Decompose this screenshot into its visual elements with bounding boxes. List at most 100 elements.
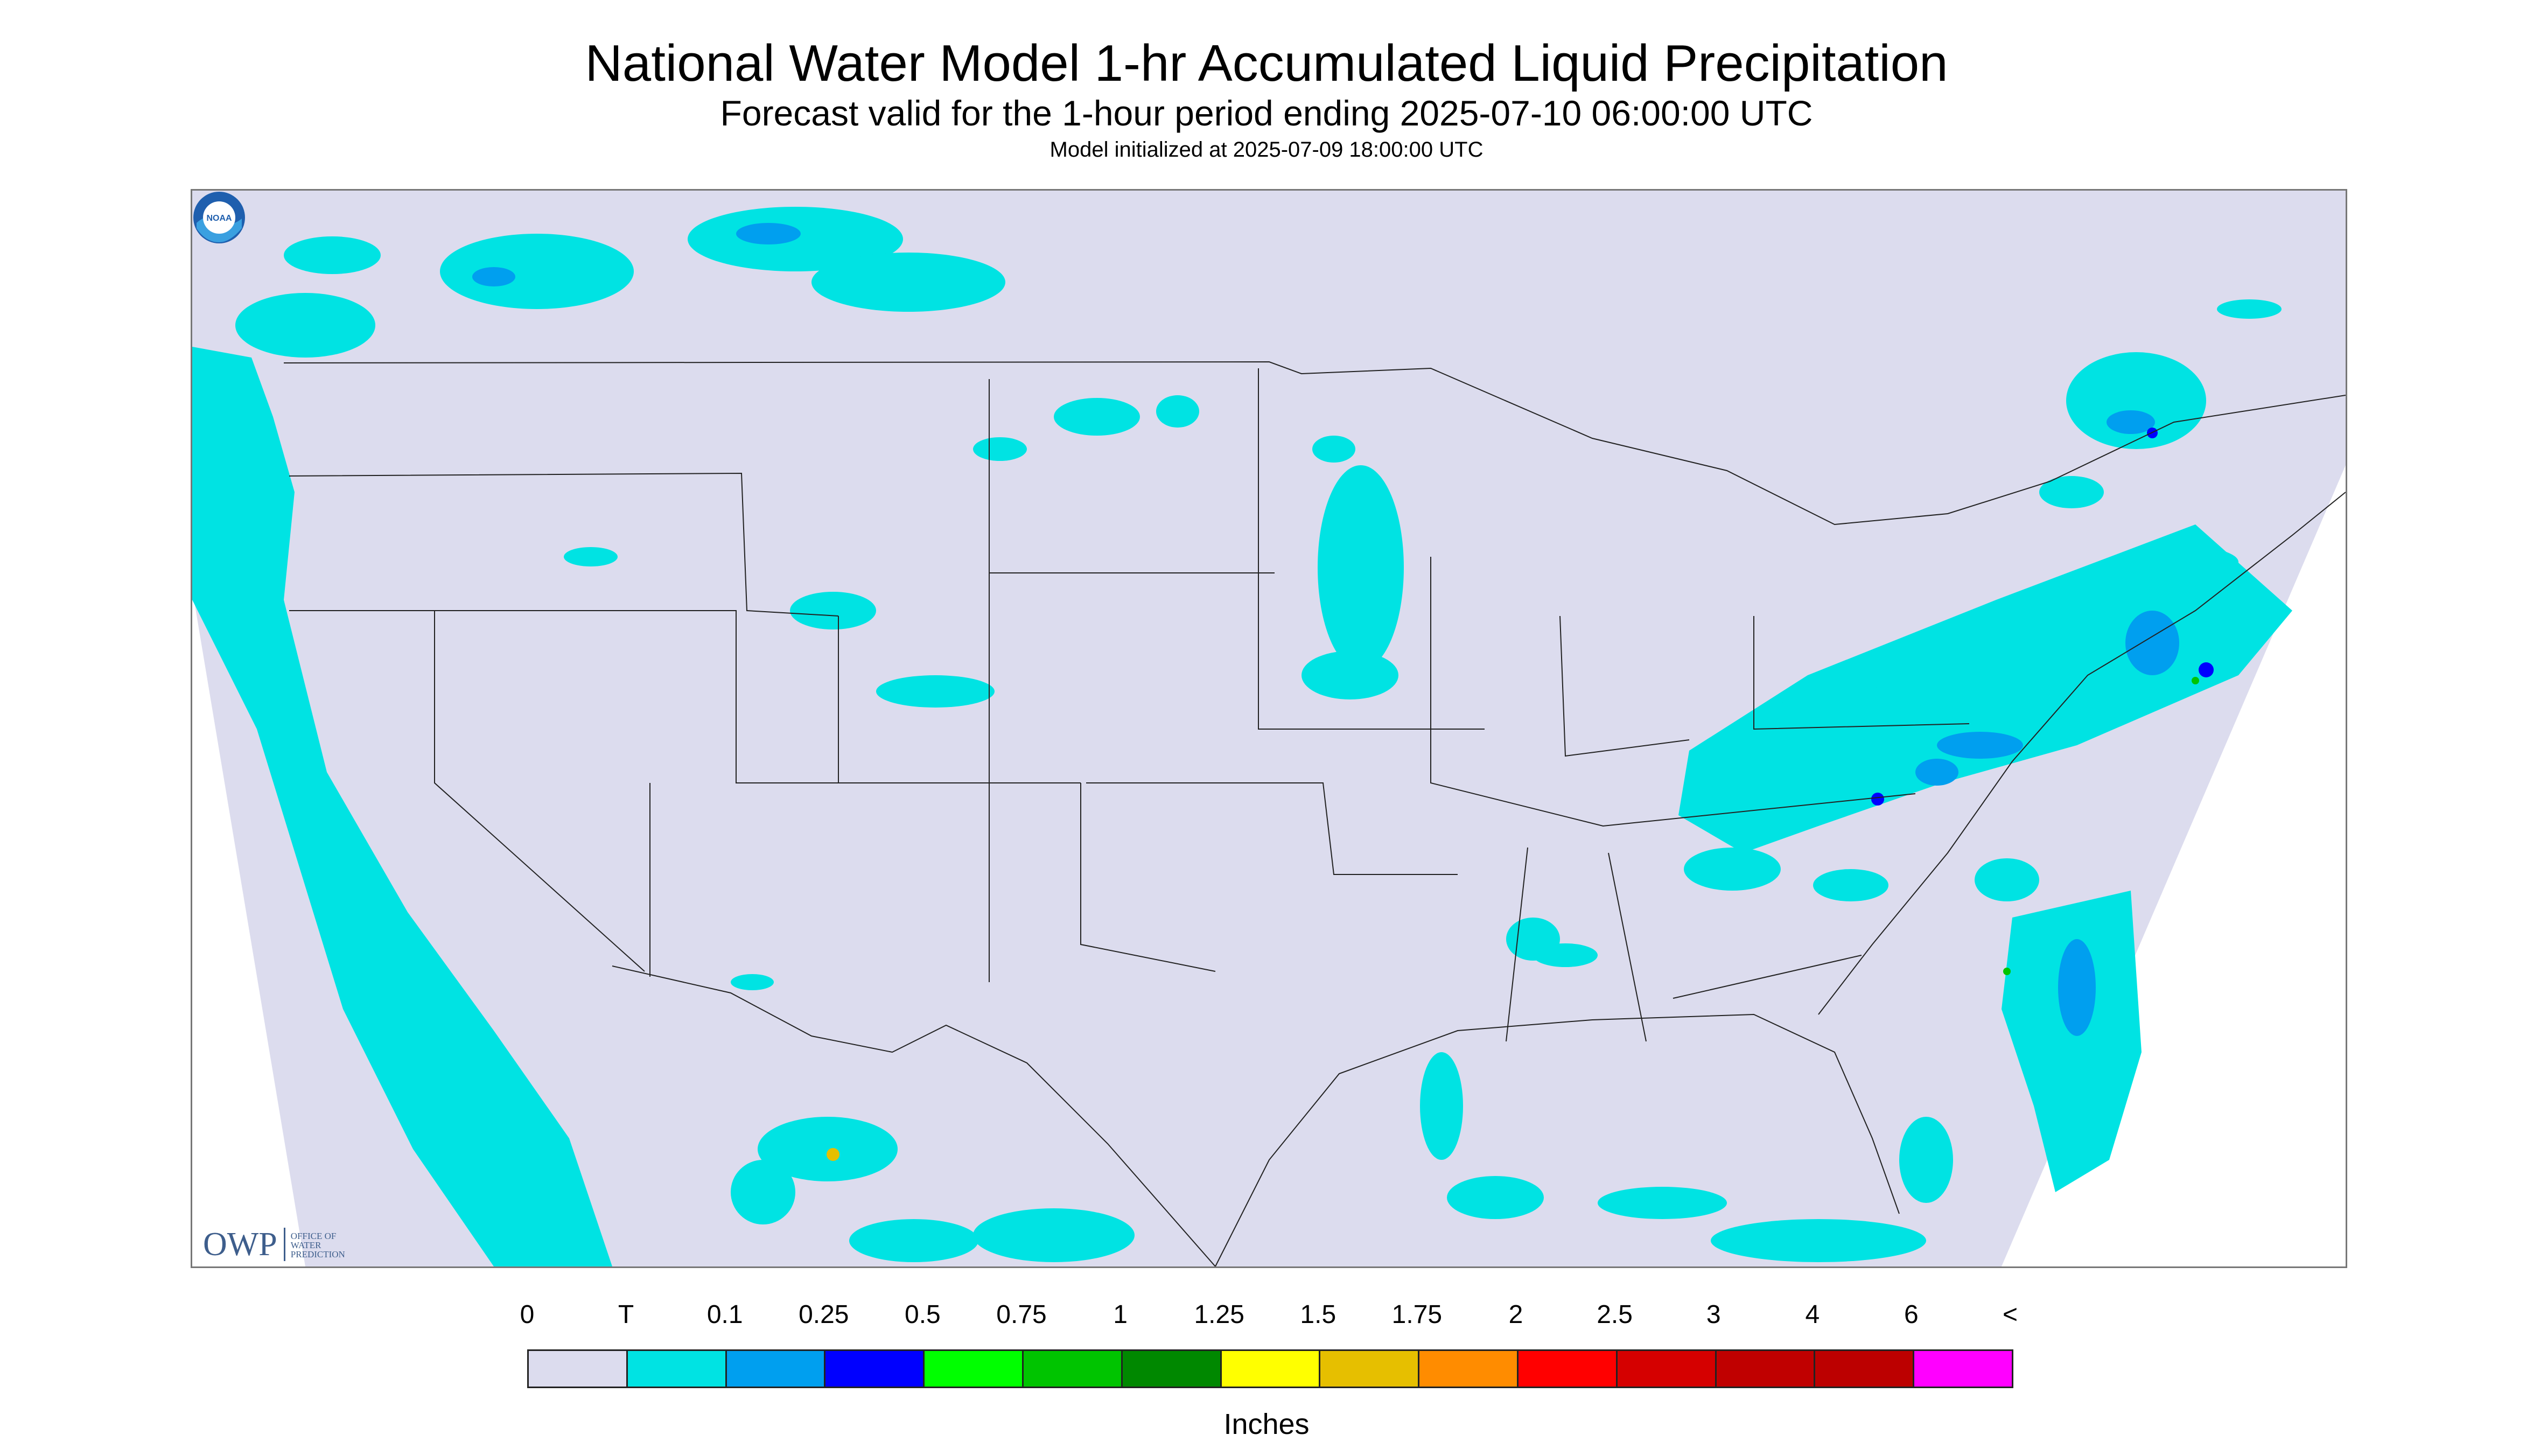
owp-logo-text: OFFICE OF WATER PREDICTION xyxy=(285,1231,345,1261)
legend-tick-label: 0.5 xyxy=(905,1300,941,1329)
precip-blob xyxy=(1937,732,2023,759)
legend-swatch xyxy=(1617,1351,1717,1387)
precip-blob xyxy=(876,675,995,708)
legend-tick-label: 1.5 xyxy=(1300,1300,1337,1329)
owp-logo-line: WATER xyxy=(290,1240,321,1250)
precip-blob xyxy=(1533,943,1598,967)
precip-spot xyxy=(2192,677,2199,684)
outside-projection-left xyxy=(192,191,305,1266)
precip-spot xyxy=(2003,968,2011,975)
precip-blob xyxy=(973,437,1027,461)
legend-tick-label: < xyxy=(2002,1300,2018,1329)
precip-blob xyxy=(2039,476,2104,508)
precip-spot xyxy=(1871,793,1884,806)
precip-heavy-spots xyxy=(827,428,2214,1161)
us-mexico-border xyxy=(612,965,1216,1266)
legend-swatch xyxy=(1023,1351,1123,1387)
precip-blob xyxy=(973,1208,1135,1262)
precip-blob xyxy=(235,293,375,358)
owp-logo-mark: OWP xyxy=(203,1228,285,1261)
precip-spot xyxy=(2199,662,2214,677)
precip-blob xyxy=(1156,395,1199,428)
outside-projection-right xyxy=(2002,191,2346,1266)
precip-blob xyxy=(1781,686,1921,729)
precip-light-areas xyxy=(472,223,2179,1036)
precip-blob xyxy=(2125,611,2179,675)
legend-tick-label: 2.5 xyxy=(1597,1300,1633,1329)
legend-tick-label: 3 xyxy=(1706,1300,1721,1329)
precip-blob xyxy=(1302,651,1398,699)
precip-blob xyxy=(1420,1052,1463,1160)
precip-blob xyxy=(2066,352,2206,449)
legend-swatch xyxy=(1716,1351,1816,1387)
precipitation-map: OWP OFFICE OF WATER PREDICTION NOAA xyxy=(191,189,2347,1268)
noaa-logo: NOAA xyxy=(193,192,245,243)
precip-blob xyxy=(564,547,618,566)
owp-logo: OWP OFFICE OF WATER PREDICTION xyxy=(203,1228,345,1261)
legend-tick-label: 0 xyxy=(520,1300,535,1329)
legend-swatch xyxy=(1518,1351,1618,1387)
precip-blob xyxy=(731,1160,795,1224)
model-init-line: Model initialized at 2025-07-09 18:00:00… xyxy=(1049,138,1484,162)
legend-colorbar xyxy=(527,1349,2013,1388)
legend-tick-label: 1.25 xyxy=(1194,1300,1244,1329)
legend-tick-label: 6 xyxy=(1904,1300,1919,1329)
state-line xyxy=(289,472,839,617)
state-line xyxy=(1506,847,1528,1042)
legend-tick-label: 1.75 xyxy=(1391,1300,1443,1329)
legend-swatch xyxy=(627,1351,727,1387)
state-line xyxy=(1673,955,1862,999)
precip-blob xyxy=(811,253,1005,312)
legend-labels: 0 T 0.1 0.25 0.5 0.75 1 1.25 1.5 1.75 2 2.5 3 4 6 < xyxy=(0,1299,2533,1331)
legend-tick-label: 0.75 xyxy=(996,1300,1047,1329)
state-line xyxy=(1559,615,1690,757)
state-line xyxy=(1608,852,1647,1042)
legend-swatch xyxy=(1221,1351,1321,1387)
state-line xyxy=(1080,783,1216,972)
forecast-valid-subtitle: Forecast valid for the 1-hour period end… xyxy=(720,93,1813,133)
state-line xyxy=(289,610,1081,783)
precip-blob xyxy=(736,223,801,244)
legend-tick-label: 0.25 xyxy=(799,1300,849,1329)
precip-blob xyxy=(758,1117,898,1181)
precip-blob xyxy=(472,267,515,286)
atlantic-offshore-band xyxy=(2002,891,2142,1192)
map-title: National Water Model 1-hr Accumulated Li… xyxy=(585,34,1948,92)
legend-swatch xyxy=(529,1351,628,1387)
legend-tick-label: 4 xyxy=(1805,1300,1820,1329)
owp-logo-line: OFFICE OF xyxy=(290,1231,337,1241)
legend-tick-label: 2 xyxy=(1508,1300,1523,1329)
legend-tick-label: 0.1 xyxy=(706,1300,743,1329)
precip-blob xyxy=(1447,1176,1544,1219)
legend-swatch xyxy=(925,1351,1024,1387)
state-line xyxy=(1430,557,1916,827)
precip-blob xyxy=(1318,465,1404,670)
precip-blob xyxy=(1054,398,1140,436)
legend-swatch xyxy=(1320,1351,1420,1387)
state-line xyxy=(434,611,645,972)
state-line xyxy=(1753,616,1970,730)
pacific-coast-band xyxy=(192,347,612,1266)
precip-spot xyxy=(827,1148,839,1161)
owp-logo-line: PREDICTION xyxy=(290,1249,345,1259)
legend-swatch xyxy=(825,1351,925,1387)
precip-trace-areas xyxy=(192,207,2292,1266)
precip-blob xyxy=(2058,939,2096,1036)
canada-us-border xyxy=(283,361,2346,526)
legend-swatch xyxy=(1914,1351,2012,1387)
precip-blob xyxy=(1711,1219,1926,1262)
legend-swatch xyxy=(726,1351,826,1387)
precip-blob xyxy=(790,592,876,629)
noaa-logo-text: NOAA xyxy=(206,214,232,223)
precip-blob xyxy=(1899,1117,1953,1203)
legend-tick-label: 1 xyxy=(1113,1300,1128,1329)
state-line xyxy=(1086,782,1458,875)
map-canvas xyxy=(192,191,2346,1266)
precip-blob xyxy=(2107,410,2155,434)
legend-swatch xyxy=(1815,1351,1915,1387)
legend-tick-label: T xyxy=(618,1300,634,1329)
appalachian-band xyxy=(1678,524,2292,853)
legend-swatch xyxy=(1122,1351,1222,1387)
precip-blob xyxy=(1915,759,1958,786)
boundary-lines xyxy=(283,361,2346,1266)
